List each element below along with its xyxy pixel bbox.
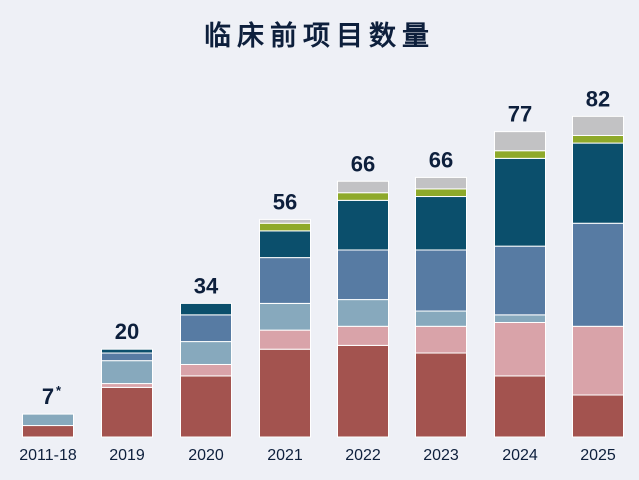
bar-segment-2024-s6 <box>494 131 546 152</box>
bar-segment-2023-s6 <box>415 176 467 190</box>
x-tick-label-2023: 2023 <box>423 447 459 464</box>
bar-segment-2022-s4 <box>337 199 389 251</box>
bar-segment-2021-s0 <box>259 348 311 438</box>
bar-segment-2022-s6 <box>337 180 389 194</box>
total-label-2024: 77 <box>508 102 532 127</box>
bar-segment-2019-s1 <box>101 383 153 388</box>
bar-segment-2024-s2 <box>494 314 546 323</box>
bar-segment-2023-s4 <box>415 196 467 251</box>
bar-segment-2011-18-s0 <box>22 425 74 438</box>
bar-segment-2025-s1 <box>572 325 624 396</box>
total-label-2023: 66 <box>429 147 453 172</box>
bar-segment-2024-s5 <box>494 150 546 159</box>
bar-segment-2024-s4 <box>494 157 546 247</box>
bar-segment-2025-s6 <box>572 115 624 136</box>
x-tick-label-2021: 2021 <box>267 447 303 464</box>
total-note-mark: * <box>56 383 62 398</box>
bar-segment-2022-s5 <box>337 192 389 201</box>
chart-title: 临床前项目数量 <box>204 21 435 52</box>
bar-segment-2020-s3 <box>180 314 232 343</box>
bar-segment-2021-s1 <box>259 329 311 350</box>
x-tick-label-2019: 2019 <box>109 447 145 464</box>
bar-segment-2020-s0 <box>180 375 232 438</box>
x-tick-label-2022: 2022 <box>345 447 381 464</box>
bar-segment-2025-s4 <box>572 142 624 224</box>
bar-segment-2021-s5 <box>259 222 311 232</box>
bar-segment-2024-s1 <box>494 321 546 377</box>
bar-segment-2023-s3 <box>415 249 467 312</box>
bar-segment-2020-s4 <box>180 302 232 316</box>
bar-segment-2023-s2 <box>415 310 467 327</box>
bar-segment-2022-s3 <box>337 249 389 301</box>
bar-segment-2019-s2 <box>101 360 153 385</box>
total-label-2020: 34 <box>194 273 219 298</box>
bar-segment-2020-s2 <box>180 341 232 365</box>
x-tick-label-2024: 2024 <box>502 447 538 464</box>
bar-segment-2021-s6 <box>259 218 311 224</box>
bar-segment-2023-s0 <box>415 352 467 438</box>
bar-segment-2024-s0 <box>494 375 546 438</box>
bar-segment-2025-s5 <box>572 134 624 144</box>
bar-segment-2023-s1 <box>415 325 467 354</box>
bar-segment-2019-s4 <box>101 348 153 354</box>
bar-segment-2019-s3 <box>101 352 153 362</box>
total-label-2022: 66 <box>351 151 375 176</box>
bar-segment-2019-s0 <box>101 386 153 438</box>
bar-segment-2022-s0 <box>337 344 389 438</box>
bar-segment-2025-s0 <box>572 394 624 438</box>
bar-segment-2011-18-s2 <box>22 413 74 427</box>
bar-segment-2020-s1 <box>180 363 232 377</box>
x-tick-label-2025: 2025 <box>580 447 616 464</box>
total-label-2021: 56 <box>273 189 297 214</box>
x-tick-label-2011-18: 2011-18 <box>19 447 77 464</box>
total-label-2025: 82 <box>586 86 610 111</box>
bar-segment-2021-s2 <box>259 302 311 331</box>
total-label-2011-18: 7 <box>42 384 54 409</box>
bar-segment-2024-s3 <box>494 245 546 316</box>
bar-segment-2022-s1 <box>337 325 389 346</box>
bar-segment-2023-s5 <box>415 188 467 198</box>
bar-segment-2021-s3 <box>259 257 311 304</box>
x-tick-label-2020: 2020 <box>188 447 224 464</box>
bar-segment-2025-s3 <box>572 222 624 327</box>
bar-segment-2022-s2 <box>337 299 389 327</box>
total-label-2019: 20 <box>115 319 139 344</box>
bar-segment-2021-s4 <box>259 230 311 259</box>
